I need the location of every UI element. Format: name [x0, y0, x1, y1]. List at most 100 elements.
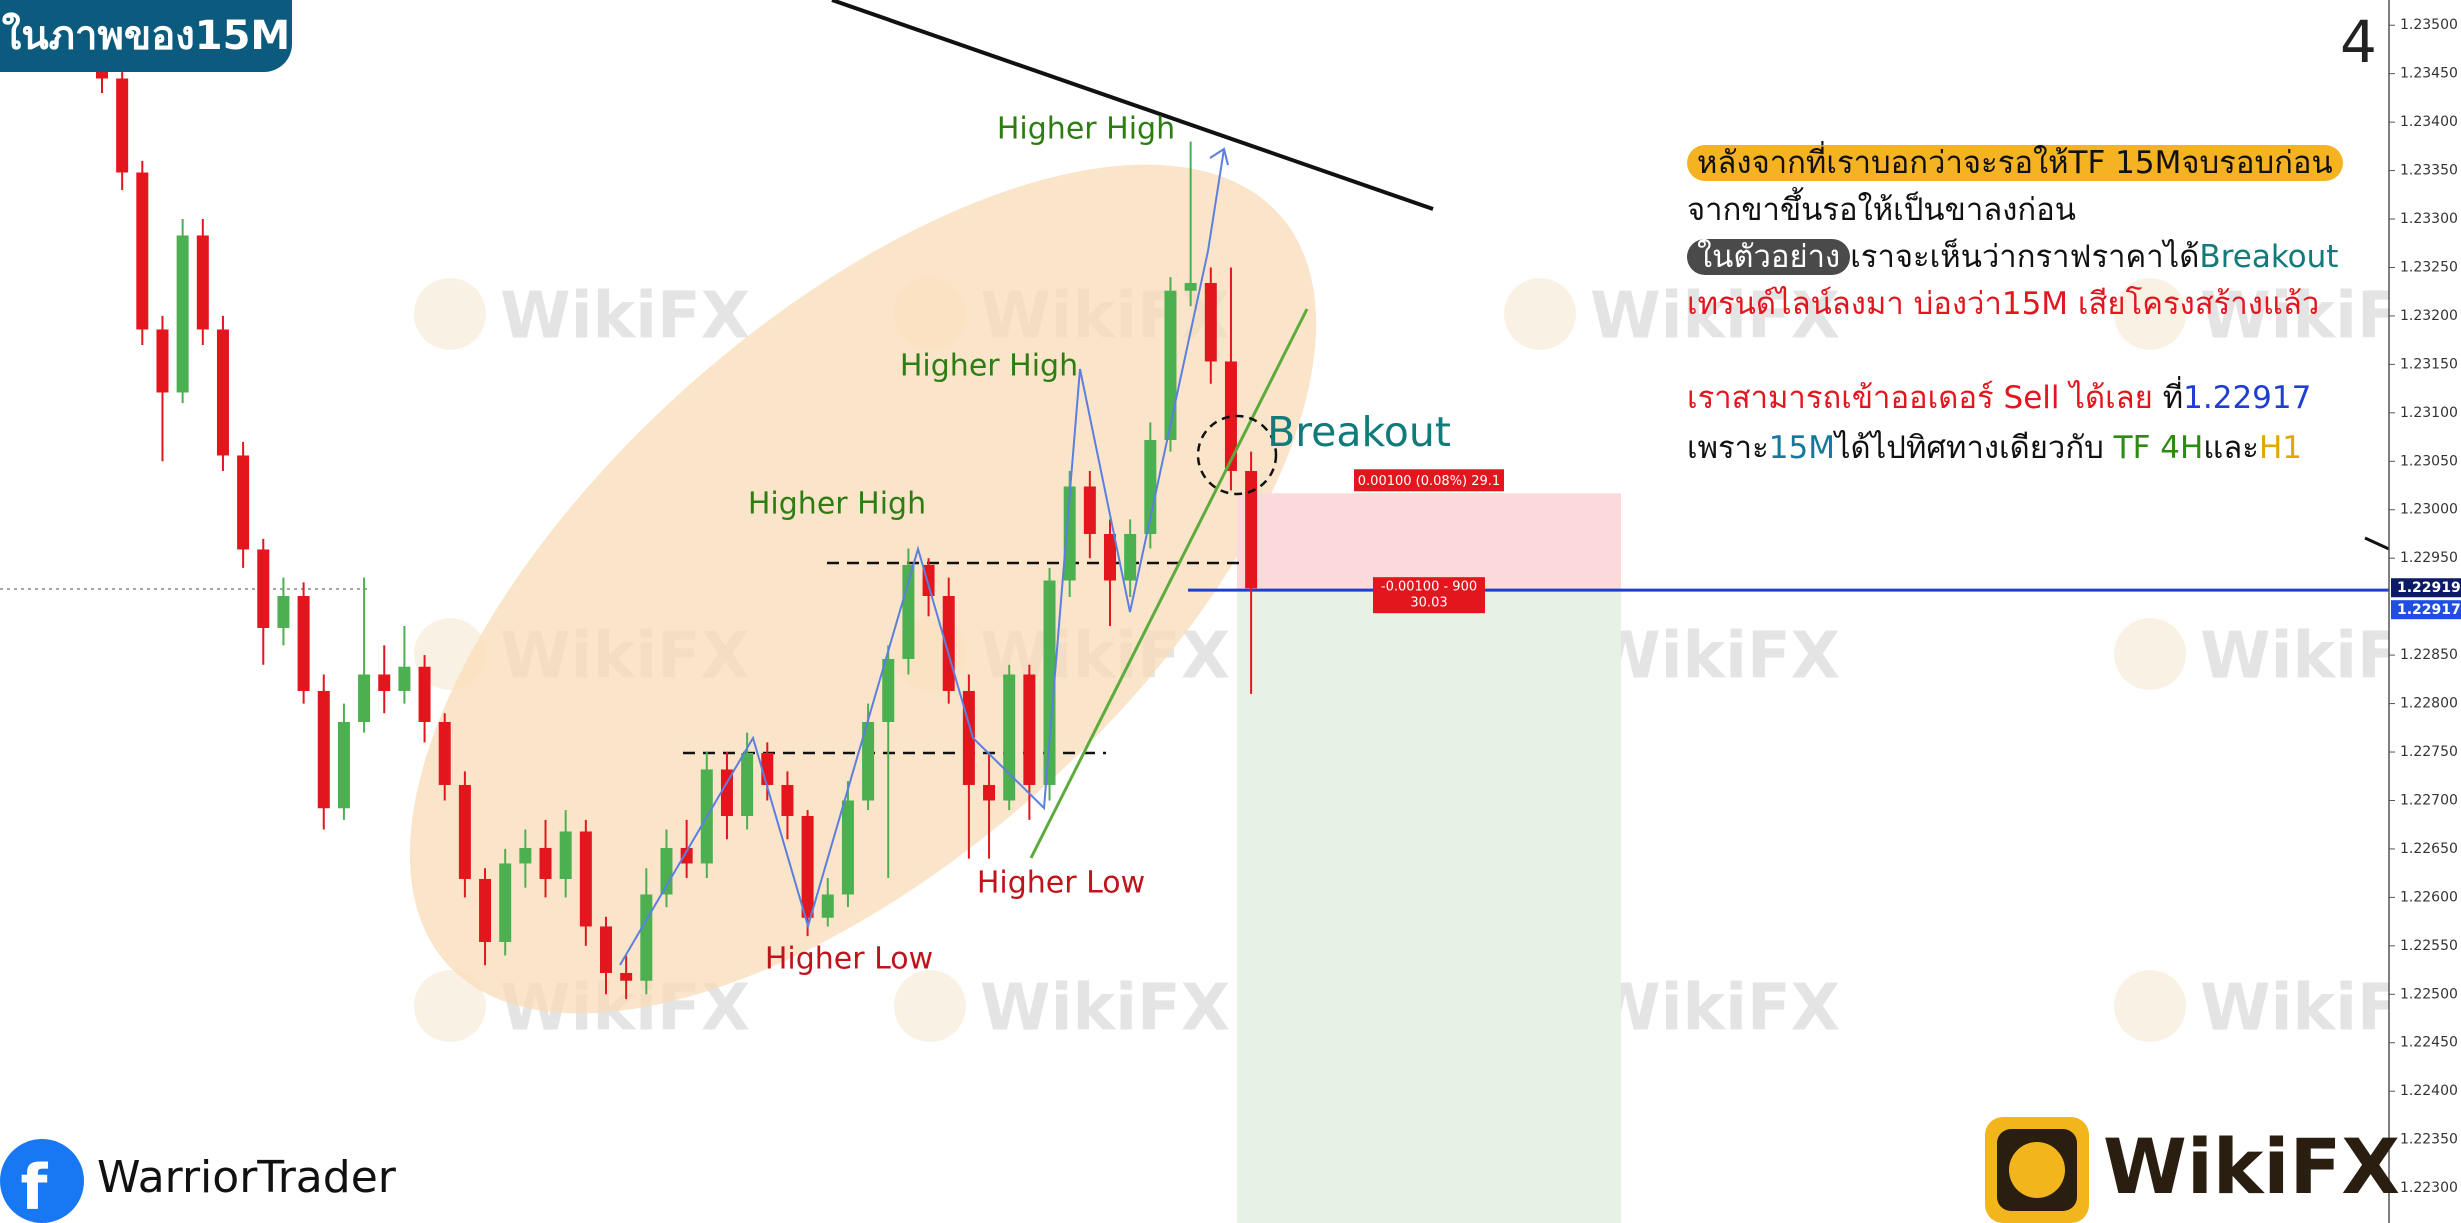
note-text: TF 4H [2113, 430, 2204, 466]
y-tick-label: 1.23400 [2400, 114, 2458, 130]
candle-body [156, 329, 169, 393]
note-text: H1 [2258, 430, 2302, 466]
price-tag-label: 1.22919 [2397, 580, 2461, 596]
y-tick-label: 1.22650 [2400, 841, 2458, 857]
watermark-icon [414, 278, 486, 350]
candle-body [1124, 533, 1137, 581]
trend-ellipse [409, 164, 1317, 1014]
candle-body [539, 847, 552, 879]
candle-body [116, 78, 129, 173]
candle-body [297, 595, 310, 691]
watermark-icon [2114, 970, 2186, 1042]
price-tag [2391, 600, 2461, 620]
entry-label-box [1373, 577, 1485, 614]
candle-body [983, 784, 996, 801]
candle-body [398, 666, 411, 691]
y-tick-label: 1.23450 [2400, 66, 2458, 82]
y-tick-label: 1.23350 [2400, 163, 2458, 179]
trendline [2364, 536, 2390, 551]
candle-body [378, 674, 391, 691]
logo-text: WikiFX [2103, 1122, 2400, 1211]
candle-body [1164, 290, 1177, 440]
candle-body [317, 690, 330, 809]
y-tick-label: 1.23500 [2400, 17, 2458, 33]
candle-body [418, 666, 431, 722]
watermark: WikiFX [1590, 972, 1840, 1046]
corner-number: 4 [2340, 8, 2377, 76]
watermark: WikiFX [1590, 280, 1840, 354]
y-tick-label: 1.22700 [2400, 792, 2458, 808]
note-text: ที่ [2152, 380, 2184, 416]
y-tick-label: 1.22300 [2400, 1180, 2458, 1196]
candle-body [720, 769, 733, 816]
candle-body [862, 721, 875, 801]
watermark-icon [2114, 618, 2186, 690]
y-tick-label: 1.22400 [2400, 1083, 2458, 1099]
stop-label-box [1354, 469, 1504, 492]
candle-body [902, 564, 915, 659]
swing-arrow [1209, 147, 1229, 166]
candle-body [237, 455, 250, 550]
annotations: Higher High Higher High Higher High Higher … [748, 112, 1451, 977]
candle-body [1224, 361, 1237, 471]
note-text: เพราะ [1687, 430, 1769, 466]
candle-body [277, 595, 290, 628]
watermark-icon [414, 970, 486, 1042]
candle-body [801, 815, 814, 918]
annotation: Higher Low [765, 942, 933, 977]
y-tick-label: 1.22600 [2400, 889, 2458, 905]
note-text: และ [2203, 430, 2259, 466]
candle-body [882, 658, 895, 722]
entry-label: -0.00100 - 900 [1381, 580, 1477, 595]
note-text: 15M [1768, 430, 1835, 466]
candle-body [841, 800, 854, 895]
y-tick-label: 1.22750 [2400, 744, 2458, 760]
note-line: จากขาขึ้นรอให้เป็นขาลงก่อน [1687, 187, 2343, 234]
candle-body [337, 721, 350, 809]
watermark: WikiFX [1590, 620, 1840, 694]
note-line: เพราะ15Mได้ไปทิศทางเดียวกับ TF 4HและH1 [1687, 425, 2343, 472]
watermark: WikiFX [500, 280, 750, 354]
watermark: WikiFX [980, 972, 1230, 1046]
candle-body [620, 972, 633, 981]
candle-body [458, 784, 471, 879]
annotation: Higher High [748, 487, 926, 522]
candle-body [579, 831, 592, 927]
note-line: ในตัวอย่าง เราจะเห็นว่ากราฟราคาได้Breakou… [1687, 234, 2343, 281]
candle-body [358, 674, 371, 722]
note-text: เราจะเห็นว่ากราฟราคาได้ [1850, 239, 2200, 275]
candle-body [136, 172, 149, 330]
candle-body [438, 721, 451, 785]
entry-label: 30.03 [1410, 596, 1447, 611]
candle-body [559, 831, 572, 879]
y-tick-label: 1.23050 [2400, 453, 2458, 469]
watermark-icon [2114, 278, 2186, 350]
note-text: หลังจากที่เราบอกว่าจะรอให้TF 15Mจบรอบก่อ… [1687, 145, 2343, 181]
y-tick-label: 1.22950 [2400, 550, 2458, 566]
annotation: Higher Low [977, 866, 1145, 901]
brand: WarriorTrader [97, 1152, 397, 1203]
target-zone [1237, 590, 1621, 1223]
note-text: Breakout [2199, 239, 2339, 275]
trendline [831, 0, 1434, 211]
y-tick-label: 1.22800 [2400, 696, 2458, 712]
stop-zone [1237, 493, 1621, 591]
candle-body [499, 863, 512, 942]
y-tick-label: 1.23000 [2400, 502, 2458, 518]
candle-body [660, 847, 673, 895]
candle-body [1104, 533, 1116, 581]
candle-body [1063, 486, 1076, 581]
candle-body [821, 894, 834, 918]
y-tick-label: 1.22550 [2400, 938, 2458, 954]
notes: หลังจากที่เราบอกว่าจะรอให้TF 15Mจบรอบก่อ… [1687, 140, 2343, 472]
candle-body [680, 847, 693, 864]
uptrend-line [1029, 308, 1309, 859]
candle-body [781, 784, 794, 816]
price-tag [2391, 578, 2461, 598]
candle-body [1043, 580, 1056, 785]
candle-body [1003, 674, 1016, 801]
note-line: เราสามารถเข้าออเดอร์ Sell ได้เลย ที่1.22… [1687, 375, 2343, 425]
candle-body [216, 329, 229, 456]
